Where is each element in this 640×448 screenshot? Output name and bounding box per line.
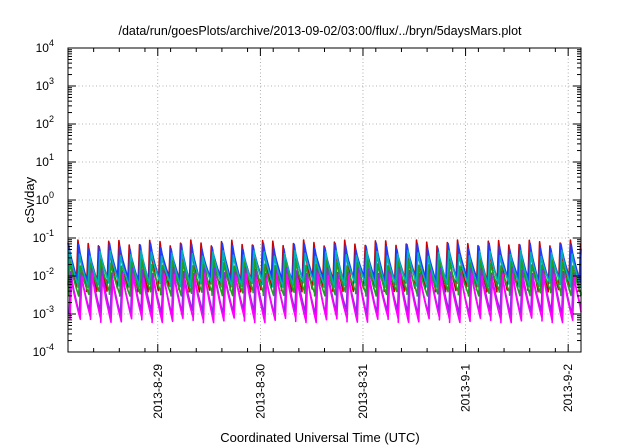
y-tick-label: 10-3 (33, 304, 54, 321)
x-tick-label: 2013-9-1 (459, 364, 473, 412)
series-line (67, 249, 582, 288)
y-tick-label: 10-4 (33, 342, 54, 359)
y-tick-label: 101 (36, 152, 54, 169)
x-tick-label: 2013-8-29 (151, 364, 165, 419)
y-tick-label: 102 (36, 114, 54, 131)
y-tick-label: 104 (36, 38, 54, 55)
series-line (67, 259, 582, 297)
x-axis: 2013-8-29 2013-8-30 2013-8-31 2013-9-1 2013-… (67, 48, 582, 419)
x-tick-label: 2013-8-30 (253, 364, 267, 419)
y-tick-label: 100 (36, 190, 54, 207)
chart-title: /data/run/goesPlots/archive/2013-09-02/0… (118, 24, 522, 38)
x-tick-label: 2013-8-31 (356, 364, 370, 419)
y-tick-label: 10-2 (33, 266, 54, 283)
x-axis-label: Coordinated Universal Time (UTC) (220, 430, 419, 445)
series-line (69, 272, 582, 324)
x-tick-label: 2013-9-2 (561, 364, 575, 412)
series-group (67, 239, 582, 324)
y-axis: 10-4 10-3 10-2 10-1 100 101 102 103 104 (33, 38, 581, 359)
y-tick-label: 10-1 (33, 228, 54, 245)
y-axis-label: cSv/day (22, 176, 37, 223)
series-line (67, 239, 582, 293)
y-tick-label: 103 (36, 76, 54, 93)
